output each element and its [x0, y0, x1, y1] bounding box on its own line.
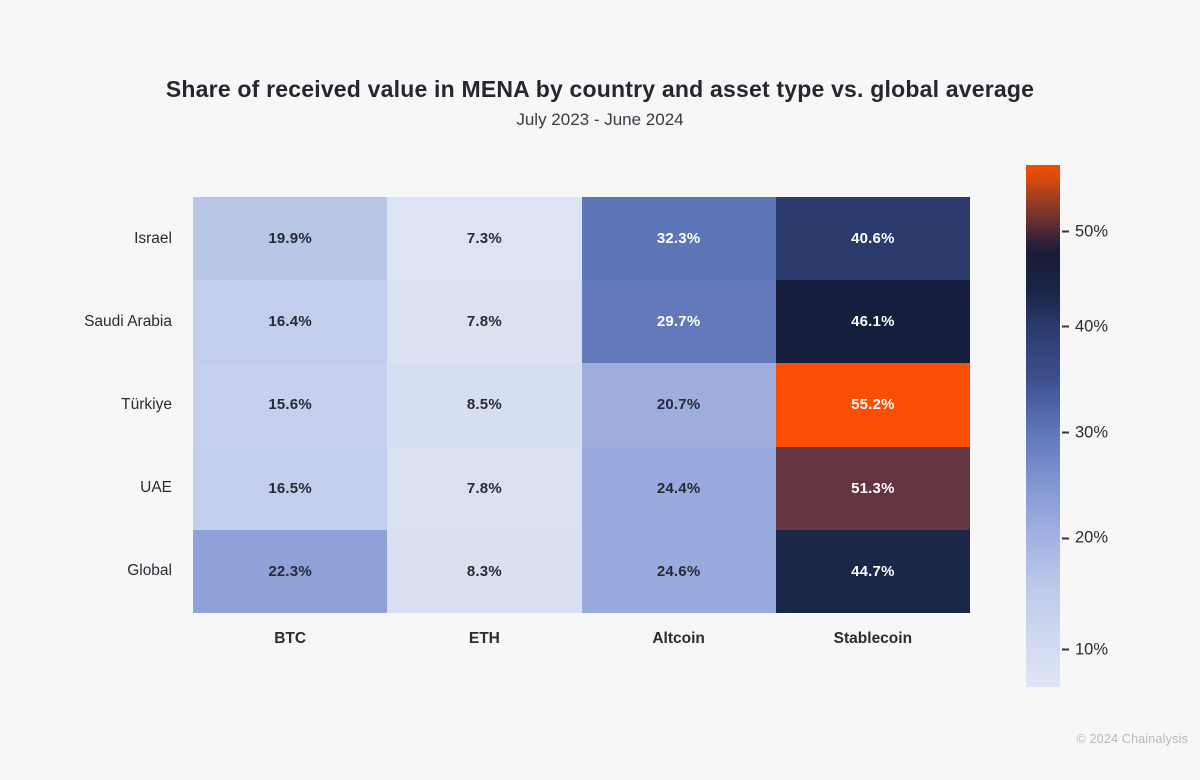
tick-dash-icon [1062, 325, 1069, 328]
heatmap-cell: 55.2% [775, 363, 970, 447]
tick-label: 10% [1075, 640, 1109, 659]
copyright-text: © 2024 Chainalysis [1076, 732, 1188, 746]
heatmap-cell: 46.1% [775, 280, 970, 364]
heatmap-cell: 20.7% [581, 363, 776, 447]
heatmap-cell: 7.8% [387, 280, 582, 364]
tick-dash-icon [1062, 537, 1069, 540]
colorbar-tick: 50% [1062, 222, 1108, 241]
colorbar-tick: 20% [1062, 529, 1108, 548]
colorbar-gradient [1026, 165, 1060, 687]
colorbar-tick: 30% [1062, 423, 1108, 442]
colorbar: 50% 40% 30% 20% 10% [1026, 165, 1108, 687]
heatmap-cell: 44.7% [775, 529, 970, 613]
heatmap-cell: 29.7% [581, 280, 776, 364]
heatmap-cell: 22.3% [193, 529, 388, 613]
heatmap-cell: 24.4% [581, 446, 776, 530]
column-labels: BTC ETH Altcoin Stablecoin [193, 630, 970, 648]
tick-label: 50% [1075, 222, 1109, 241]
heatmap-cell: 19.9% [193, 197, 388, 281]
chart-title: Share of received value in MENA by count… [165, 76, 1035, 102]
heatmap-cell: 24.6% [581, 529, 776, 613]
heatmap-cell: 16.5% [193, 446, 388, 530]
colorbar-tick: 10% [1062, 640, 1108, 659]
tick-label: 30% [1075, 423, 1109, 442]
column-label: Stablecoin [833, 630, 913, 647]
column-label: BTC [274, 630, 307, 647]
heatmap-cell: 7.3% [387, 197, 582, 281]
row-label: Türkiye [121, 395, 172, 413]
tick-dash-icon [1062, 431, 1069, 434]
tick-label: 20% [1075, 528, 1109, 547]
tick-dash-icon [1062, 230, 1069, 233]
row-label: Israel [134, 229, 172, 247]
heatmap-cell: 8.3% [387, 529, 582, 613]
column-label: ETH [468, 630, 500, 647]
heatmap-cell: 8.5% [387, 363, 582, 447]
heatmap-cell: 32.3% [581, 197, 776, 281]
heatmap-grid: 19.9% 7.3% 32.3% 40.6% 16.4% 7.8% 29.7% 46.1% 15… [193, 197, 970, 613]
row-label: Saudi Arabia [84, 312, 172, 330]
colorbar-tick: 40% [1062, 317, 1108, 336]
row-labels: Israel Saudi Arabia Türkiye UAE Global [0, 197, 172, 613]
heatmap-cell: 15.6% [193, 363, 388, 447]
tick-dash-icon [1062, 648, 1069, 651]
heatmap-cell: 51.3% [775, 446, 970, 530]
heatmap-cell: 16.4% [193, 280, 388, 364]
row-label: Global [127, 562, 172, 580]
row-label: UAE [140, 479, 172, 497]
heatmap-cell: 7.8% [387, 446, 582, 530]
chart-subtitle: July 2023 - June 2024 [516, 110, 684, 129]
tick-label: 40% [1075, 317, 1109, 336]
heatmap-cell: 40.6% [775, 197, 970, 281]
column-label: Altcoin [652, 630, 705, 647]
